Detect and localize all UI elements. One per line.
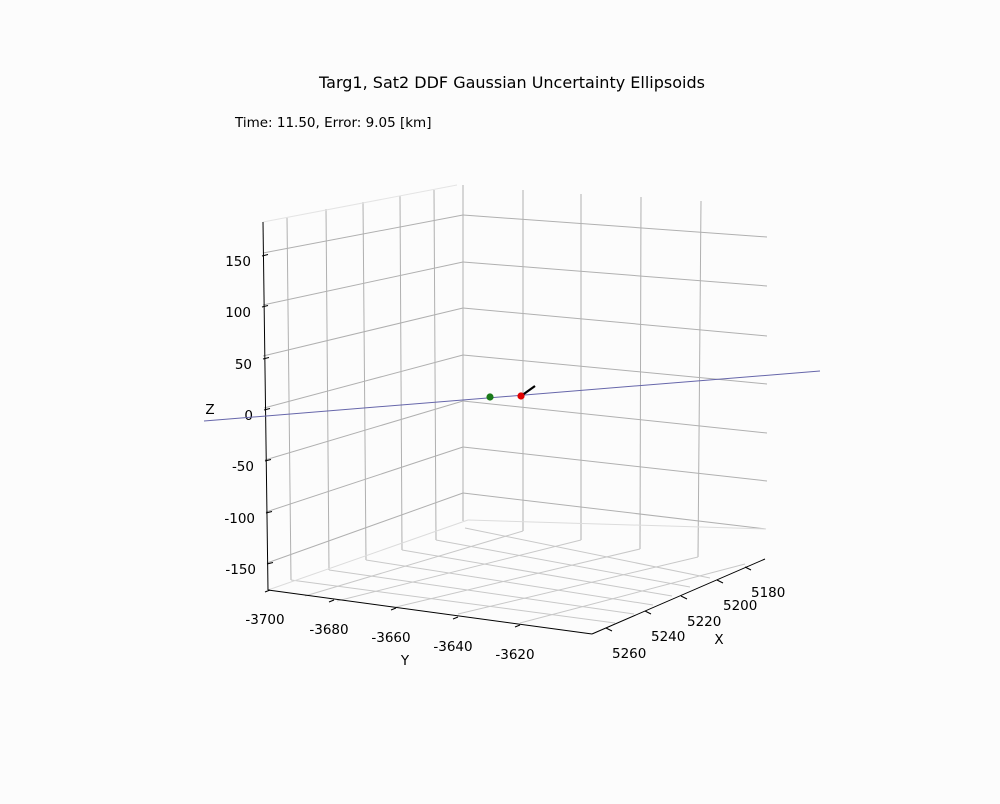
estimate-point bbox=[486, 393, 494, 401]
data-marks bbox=[203, 370, 821, 422]
pane-edge bbox=[267, 519, 469, 591]
z-tick-label: -50 bbox=[232, 459, 254, 475]
y-tick-label: -3640 bbox=[433, 639, 472, 655]
truth-point bbox=[517, 392, 525, 400]
gridline bbox=[262, 307, 464, 357]
gridline bbox=[265, 446, 464, 513]
z-tick-label: 100 bbox=[225, 305, 251, 321]
z-tick bbox=[262, 357, 270, 360]
gridline bbox=[462, 354, 768, 385]
y-tick-label: -3660 bbox=[371, 630, 410, 646]
z-tick bbox=[265, 511, 273, 514]
gridline bbox=[519, 563, 746, 624]
z-tick-label: 0 bbox=[244, 408, 253, 424]
gridline bbox=[262, 214, 464, 254]
z-tick-label: 150 bbox=[225, 254, 251, 270]
gridline bbox=[395, 548, 641, 608]
gridline bbox=[365, 559, 654, 606]
y-tick bbox=[452, 616, 459, 620]
x-tick-label: 5260 bbox=[612, 646, 646, 662]
x-tick-label: 5240 bbox=[651, 629, 685, 645]
x-tick bbox=[644, 610, 652, 615]
gridline bbox=[304, 530, 524, 597]
gridline bbox=[286, 216, 292, 581]
gridline bbox=[435, 539, 691, 588]
y-axis-line bbox=[267, 589, 593, 635]
x-tick bbox=[605, 627, 613, 632]
y-tick-label: -3680 bbox=[309, 622, 348, 638]
z-tick-label: -100 bbox=[224, 511, 255, 527]
z-tick bbox=[261, 254, 269, 257]
gridline bbox=[457, 556, 699, 615]
pane-edge bbox=[262, 184, 458, 223]
gridline bbox=[336, 539, 582, 602]
x-axis-label: X bbox=[714, 632, 723, 648]
x-tick bbox=[680, 595, 688, 600]
gridline bbox=[266, 492, 464, 564]
gridline bbox=[639, 196, 642, 550]
chart-subtitle: Time: 11.50, Error: 9.05 [km] bbox=[234, 115, 431, 131]
gridline bbox=[262, 261, 464, 306]
y-tick bbox=[390, 607, 397, 611]
z-axis-ticks: 150 100 50 0 -50 -100 -150 bbox=[224, 254, 274, 578]
x-tick-label: 5200 bbox=[723, 598, 757, 614]
gridline bbox=[464, 527, 711, 579]
track-line bbox=[203, 370, 821, 422]
gridline bbox=[462, 261, 768, 287]
chart-title: Targ1, Sat2 DDF Gaussian Uncertainty Ell… bbox=[318, 73, 705, 92]
gridline bbox=[697, 200, 702, 558]
z-axis-label: Z bbox=[205, 402, 214, 418]
gridline bbox=[462, 446, 768, 482]
z-tick bbox=[261, 305, 269, 308]
x-tick-label: 5220 bbox=[687, 614, 721, 630]
x-tick bbox=[716, 579, 724, 584]
y-tick-label: -3700 bbox=[245, 612, 284, 628]
gridline bbox=[264, 400, 464, 461]
y-tick bbox=[264, 589, 271, 593]
y-axis-ticks: -3700 -3680 -3660 -3640 -3620 bbox=[245, 589, 535, 663]
y-tick-label: -3620 bbox=[495, 647, 534, 663]
gridlines bbox=[262, 184, 768, 624]
y-tick bbox=[514, 624, 521, 628]
z-tick bbox=[263, 408, 271, 411]
z-tick-label: -150 bbox=[225, 562, 256, 578]
gridline bbox=[433, 189, 437, 541]
gridline bbox=[263, 354, 464, 409]
x-tick-label: 5180 bbox=[751, 585, 785, 601]
x-axis-line bbox=[591, 558, 766, 635]
gridline bbox=[462, 492, 767, 530]
y-axis-label: Y bbox=[400, 653, 410, 669]
gridline bbox=[399, 195, 403, 551]
z-tick-label: 50 bbox=[235, 357, 252, 373]
gridline bbox=[290, 579, 616, 624]
gridline bbox=[325, 208, 330, 571]
axes bbox=[262, 221, 766, 635]
z-axis-line bbox=[262, 221, 269, 591]
gridline bbox=[462, 214, 768, 238]
pane-edge bbox=[467, 519, 767, 530]
x-tick bbox=[744, 566, 752, 571]
gridline bbox=[462, 400, 768, 434]
y-tick bbox=[328, 599, 335, 603]
z-tick bbox=[266, 562, 274, 565]
z-tick bbox=[264, 459, 272, 462]
gridline bbox=[462, 307, 768, 337]
